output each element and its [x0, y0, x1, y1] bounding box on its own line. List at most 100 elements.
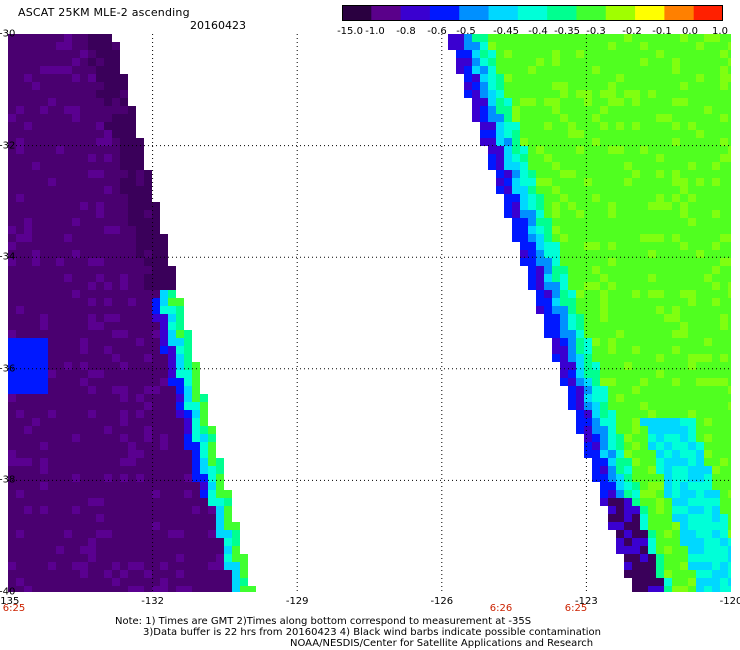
swath-cell [608, 58, 616, 66]
swath-cell [704, 570, 712, 578]
swath-cell [72, 178, 80, 186]
swath-cell [496, 50, 504, 58]
swath-cell [616, 42, 624, 50]
swath-cell [712, 498, 720, 506]
swath-cell [16, 466, 24, 474]
swath-cell [688, 106, 696, 114]
swath-cell [520, 202, 528, 210]
swath-cell [656, 354, 664, 362]
swath-cell [616, 538, 624, 546]
swath-cell [88, 426, 96, 434]
swath-cell [672, 474, 680, 482]
swath-cell [200, 458, 208, 466]
swath-cell [184, 514, 192, 522]
swath-cell [680, 554, 688, 562]
swath-cell [56, 386, 64, 394]
swath-cell [480, 98, 488, 106]
swath-cell [704, 386, 712, 394]
swath-cell [536, 290, 544, 298]
swath-cell [80, 170, 88, 178]
swath-cell [152, 290, 160, 298]
swath-cell [728, 114, 731, 122]
swath-cell [696, 226, 704, 234]
swath-cell [168, 394, 176, 402]
swath-cell [704, 562, 712, 570]
swath-cell [144, 330, 152, 338]
swath-cell [128, 522, 136, 530]
swath-cell [664, 434, 672, 442]
swath-cell [56, 106, 64, 114]
swath-cell [608, 458, 616, 466]
swath-cell [696, 402, 704, 410]
swath-cell [728, 306, 731, 314]
swath-cell [112, 250, 120, 258]
swath-cell [536, 202, 544, 210]
swath-cell [688, 42, 696, 50]
swath-cell [48, 114, 56, 122]
swath-cell [128, 554, 136, 562]
swath-cell [648, 410, 656, 418]
swath-cell [648, 82, 656, 90]
swath-cell [680, 202, 688, 210]
swath-cell [16, 522, 24, 530]
swath-cell [32, 82, 40, 90]
swath-cell [648, 450, 656, 458]
swath-cell [616, 402, 624, 410]
swath-cell [24, 298, 32, 306]
swath-cell [696, 410, 704, 418]
swath-cell [512, 186, 520, 194]
swath-cell [728, 162, 731, 170]
colorbar-segment [429, 5, 460, 21]
swath-cell [688, 202, 696, 210]
swath-cell [56, 578, 64, 586]
swath-cell [512, 202, 520, 210]
swath-cell [632, 226, 640, 234]
swath-cell [584, 442, 592, 450]
swath-cell [480, 82, 488, 90]
swath-cell [664, 402, 672, 410]
swath-cell [728, 458, 731, 466]
swath-cell [592, 138, 600, 146]
swath-cell [160, 346, 168, 354]
swath-cell [144, 186, 152, 194]
swath-cell [56, 194, 64, 202]
swath-cell [528, 42, 536, 50]
swath-cell [144, 498, 152, 506]
colorbar-label: -0.8 [396, 26, 416, 37]
swath-cell [496, 98, 504, 106]
swath-cell [32, 482, 40, 490]
swath-cell [712, 34, 720, 42]
swath-cell [152, 426, 160, 434]
swath-cell [24, 314, 32, 322]
swath-cell [136, 306, 144, 314]
swath-cell [488, 82, 496, 90]
swath-cell [552, 210, 560, 218]
swath-cell [520, 186, 528, 194]
swath-cell [96, 66, 104, 74]
swath-cell [528, 250, 536, 258]
swath-cell [120, 250, 128, 258]
swath-cell [648, 114, 656, 122]
swath-cell [96, 298, 104, 306]
swath-cell [120, 82, 128, 90]
swath-cell [136, 242, 144, 250]
swath-cell [96, 58, 104, 66]
swath-cell [680, 298, 688, 306]
swath-cell [24, 554, 32, 562]
swath-cell [728, 234, 731, 242]
swath-cell [32, 530, 40, 538]
swath-cell [176, 402, 184, 410]
swath-cell [160, 338, 168, 346]
swath-cell [656, 402, 664, 410]
swath-cell [712, 506, 720, 514]
swath-cell [520, 170, 528, 178]
swath-cell [160, 506, 168, 514]
swath-cell [64, 506, 72, 514]
swath-cell [584, 290, 592, 298]
swath-cell [152, 210, 160, 218]
swath-cell [104, 338, 112, 346]
swath-cell [48, 458, 56, 466]
swath-cell [24, 338, 32, 346]
swath-cell [16, 186, 24, 194]
swath-cell [32, 346, 40, 354]
